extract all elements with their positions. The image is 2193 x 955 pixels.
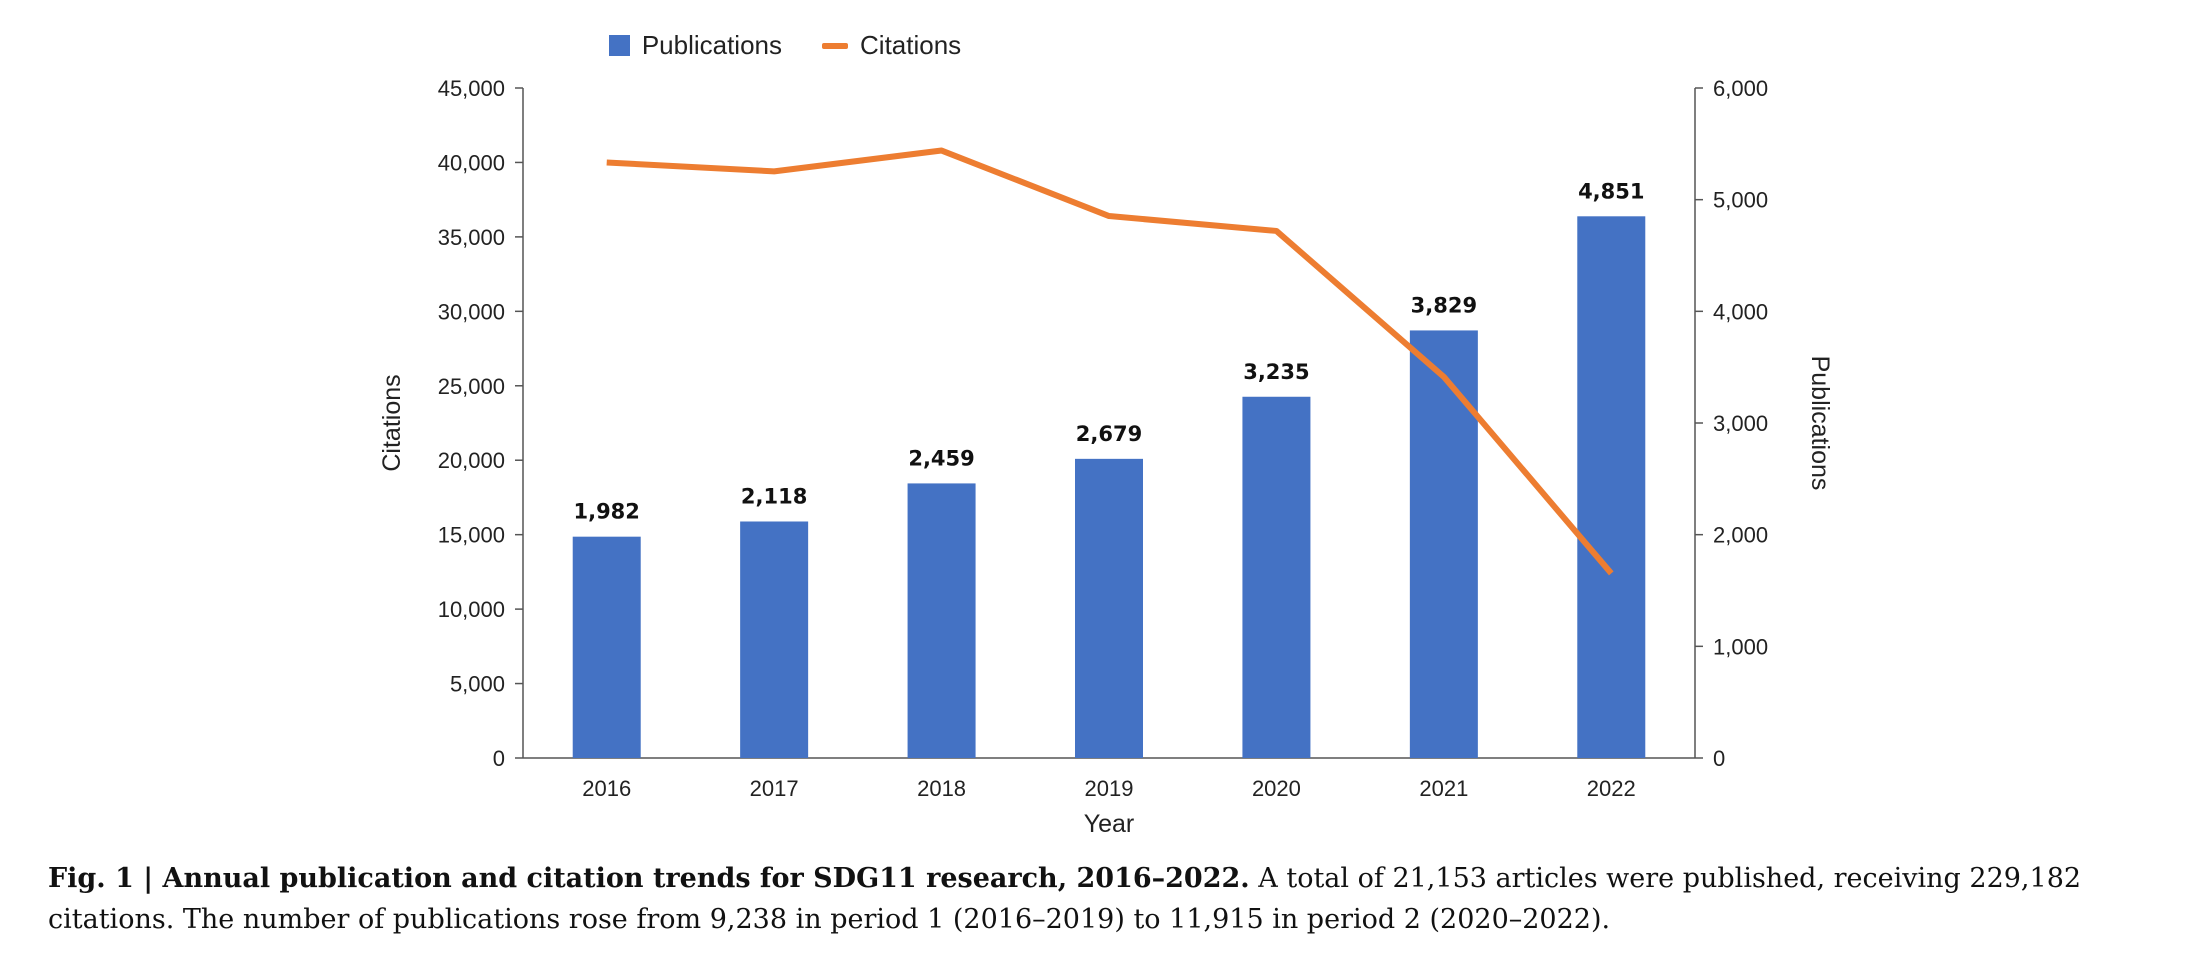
bar-value-label: 2,118 (741, 484, 807, 508)
y2-tick-label: 2,000 (1713, 523, 1768, 548)
publication-bar (1242, 396, 1311, 758)
y-tick-label: 45,000 (438, 76, 505, 101)
x-axis-title: Year (1084, 810, 1135, 838)
y2-tick-label: 4,000 (1713, 299, 1768, 324)
y-tick-label: 20,000 (438, 448, 505, 473)
legend-swatch-citations (822, 42, 849, 49)
bar-value-label: 2,459 (908, 446, 974, 470)
citation-line-group (606, 147, 1614, 576)
publication-bar (572, 536, 641, 758)
y-tick-label: 15,000 (438, 523, 505, 548)
data-labels: 1,982 2,118 2,459 2,679 3,235 3,829 4,851 (573, 179, 1644, 523)
chart-legend: Publications Citations (0, 30, 1570, 61)
bar-value-label: 2,679 (1076, 422, 1142, 446)
publication-bar (740, 521, 809, 758)
publication-bar (1409, 330, 1478, 758)
chart-canvas: 0 5,000 10,000 15,000 20,000 25,000 30,000 35,0… (378, 76, 1834, 838)
publication-bar (907, 483, 976, 758)
bar-value-label: 1,982 (573, 500, 639, 524)
bars (572, 216, 1646, 758)
y-tick-label: 30,000 (438, 299, 505, 324)
y2-tick-label: 3,000 (1713, 411, 1768, 436)
bar-value-label: 3,829 (1411, 293, 1477, 317)
figure-caption: Fig. 1 | Annual publication and citation… (48, 858, 2148, 940)
legend-label-citations: Citations (860, 30, 962, 60)
y-tick-label: 25,000 (438, 374, 505, 399)
x-tick-label: 2021 (1419, 776, 1468, 801)
caption-text: A total of 21,153 articles were publishe… (48, 863, 2082, 935)
y2-tick-label: 0 (1713, 746, 1725, 771)
y-tick-label: 5,000 (450, 672, 505, 697)
x-tick-label: 2017 (750, 776, 799, 801)
x-tick-label: 2022 (1587, 776, 1636, 801)
x-tick-label: 2018 (917, 776, 966, 801)
publication-bar (1577, 216, 1646, 758)
legend-item-publications: Publications (608, 30, 783, 61)
y-tick-label: 35,000 (438, 225, 505, 250)
y2-tick-label: 5,000 (1713, 188, 1768, 213)
x-tick-label: 2016 (582, 776, 631, 801)
legend-label-publications: Publications (641, 30, 783, 60)
y-tick-label: 10,000 (438, 597, 505, 622)
legend-item-citations: Citations (822, 30, 961, 61)
y2-tick-label: 6,000 (1713, 76, 1768, 101)
y2-tick-label: 1,000 (1713, 634, 1768, 659)
x-tick-label: 2020 (1252, 776, 1301, 801)
publication-bar (1075, 458, 1143, 758)
y-tick-label: 0 (493, 746, 505, 771)
y-axis-title: Citations (378, 374, 406, 471)
y-tick-label: 40,000 (438, 150, 505, 175)
caption-title: Fig. 1 | Annual publication and citation… (48, 863, 1250, 894)
bar-value-label: 4,851 (1578, 179, 1644, 203)
y2-axis-title: Publications (1806, 356, 1834, 491)
legend-swatch-publications (608, 35, 630, 56)
x-tick-label: 2019 (1085, 776, 1134, 801)
axes: 0 5,000 10,000 15,000 20,000 25,000 30,000 35,0… (438, 76, 1768, 801)
bar-value-label: 3,235 (1243, 360, 1309, 384)
